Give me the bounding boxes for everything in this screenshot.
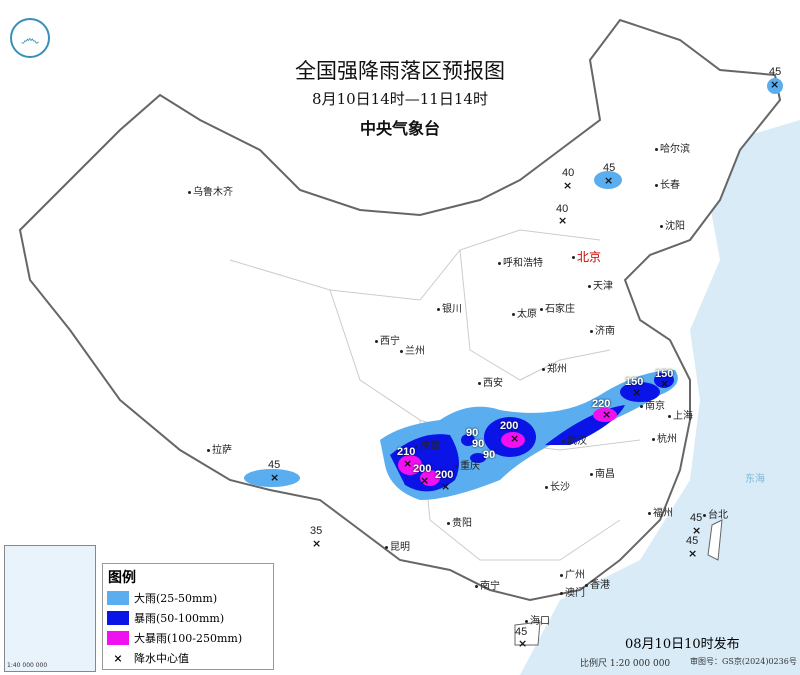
city-label: 西宁 <box>375 332 400 347</box>
logo: ෴ <box>10 18 50 58</box>
cross-icon: × <box>510 432 520 445</box>
rain-value: 210 <box>397 446 416 458</box>
legend: 图例 大雨(25-50mm) 暴雨(50-100mm) 大暴雨(100-250m… <box>102 563 274 670</box>
city-label: 济南 <box>590 322 615 337</box>
city-label: 呼和浩特 <box>498 254 543 269</box>
cross-icon: × <box>632 386 642 399</box>
city-label: 澳门 <box>560 584 585 599</box>
map-title: 全国强降雨落区预报图 <box>295 59 505 83</box>
issued-time: 08月10日10时发布 <box>625 637 740 652</box>
sea-label: 东海 <box>745 474 765 485</box>
cross-icon: × <box>660 377 670 390</box>
sea <box>520 120 800 675</box>
rain-value: 45 <box>686 535 699 547</box>
legend-item-heavy-rain: 大雨(25-50mm) <box>107 588 273 608</box>
city-label: 拉萨 <box>207 441 232 456</box>
cross-icon: × <box>312 537 322 550</box>
issuer: 中央气象台 <box>359 119 440 138</box>
city-label: 乌鲁木齐 <box>188 183 233 198</box>
island-taiwan <box>707 519 723 561</box>
swatch <box>107 591 129 605</box>
cross-icon: × <box>113 651 123 665</box>
map-approval-number: 审图号：GS京(2024)0236号 <box>690 657 797 666</box>
cross-icon: × <box>602 408 612 421</box>
cross-icon: × <box>518 637 528 650</box>
city-label: 海口 <box>525 612 550 627</box>
cross-icon: × <box>770 78 780 91</box>
city-label: 贵阳 <box>447 514 472 529</box>
rain-value: 200 <box>413 463 432 475</box>
swatch <box>107 631 129 645</box>
city-label: 石家庄 <box>540 300 575 315</box>
city-label: 银川 <box>437 300 462 315</box>
south-china-sea-inset: 1:40 000 000 <box>4 545 96 672</box>
rain-value: 90 <box>466 427 479 439</box>
city-label: 台北 <box>703 506 728 521</box>
rain-value: 40 <box>556 203 569 215</box>
legend-item-severe-rainstorm: 大暴雨(100-250mm) <box>107 628 273 648</box>
city-label: 福州 <box>648 504 673 519</box>
inset-scale: 1:40 000 000 <box>7 662 48 669</box>
map-scale: 比例尺 1:20 000 000 <box>580 659 671 669</box>
legend-label: 降水中心值 <box>134 652 189 665</box>
city-label: 杭州 <box>652 430 677 445</box>
cross-icon: × <box>692 524 702 537</box>
city-label: 长春 <box>655 176 680 191</box>
legend-label: 暴雨(50-100mm) <box>134 612 225 625</box>
cross-icon: × <box>270 471 280 484</box>
rain-value: 200 <box>435 469 454 481</box>
city-label: 兰州 <box>400 342 425 357</box>
legend-title: 图例 <box>108 570 136 586</box>
city-label: 广州 <box>560 566 585 581</box>
rain-value: 40 <box>562 167 575 179</box>
city-label-capital: 北京 <box>572 248 601 265</box>
city-label: 重庆 <box>455 457 480 472</box>
rain-value: 45 <box>268 459 281 471</box>
city-label: 昆明 <box>385 538 410 553</box>
rain-value: 35 <box>310 525 323 537</box>
swatch <box>107 611 129 625</box>
city-label: 太原 <box>512 305 537 320</box>
cross-icon: × <box>403 457 413 470</box>
city-label: 哈尔滨 <box>655 140 690 155</box>
city-label: 香港 <box>585 576 610 591</box>
rain-value: 45 <box>603 162 616 174</box>
legend-item-rainstorm: 暴雨(50-100mm) <box>107 608 273 628</box>
cross-icon: × <box>441 480 451 493</box>
forecast-period: 8月10日14时—11日14时 <box>312 90 488 108</box>
city-label: 郑州 <box>542 360 567 375</box>
legend-label: 大雨(25-50mm) <box>134 592 218 605</box>
cross-icon: × <box>420 474 430 487</box>
rain-value: 90 <box>472 438 485 450</box>
city-label: 上海 <box>668 407 693 422</box>
rain-value: 45 <box>769 66 782 78</box>
cross-icon: × <box>563 179 573 192</box>
rain-value: 220 <box>592 398 611 410</box>
city-label: 西安 <box>478 374 503 389</box>
city-label: 沈阳 <box>660 217 685 232</box>
cross-icon: × <box>604 174 614 187</box>
rain-value: 150 <box>625 376 644 388</box>
city-label: 成都 <box>415 437 440 452</box>
city-label: 南京 <box>640 397 665 412</box>
cross-icon: × <box>688 547 698 560</box>
city-label: 长沙 <box>545 478 570 493</box>
city-label: 武汉 <box>562 432 587 447</box>
rain-value: 200 <box>500 420 519 432</box>
city-label: 南宁 <box>475 577 500 592</box>
severe-rainstorm-area <box>398 408 617 486</box>
city-label: 南昌 <box>590 465 615 480</box>
cross-icon: × <box>558 214 568 227</box>
city-label: 天津 <box>588 277 613 292</box>
rain-value: 90 <box>483 449 496 461</box>
legend-label: 大暴雨(100-250mm) <box>134 632 243 645</box>
rain-value: 45 <box>515 626 528 638</box>
rain-value: 45 <box>690 512 703 524</box>
rain-value: 150 <box>655 368 674 380</box>
legend-item-center: × 降水中心值 <box>107 648 273 668</box>
